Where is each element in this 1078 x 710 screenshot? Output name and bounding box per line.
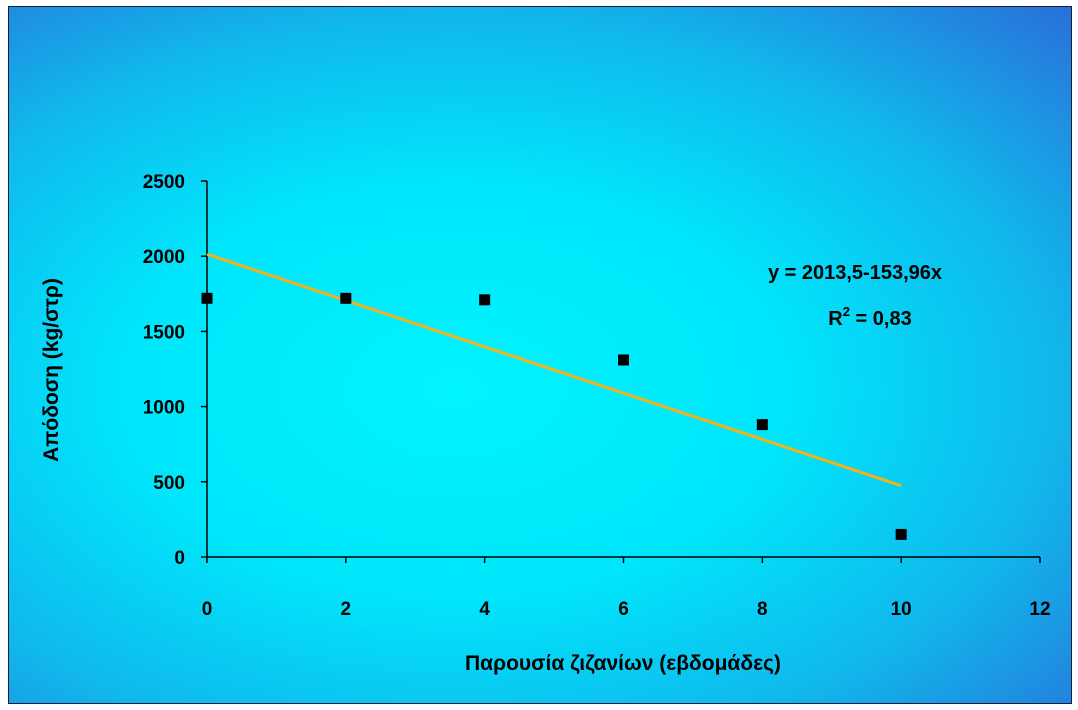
x-tick-label: 10 [891, 599, 912, 620]
data-point [340, 292, 352, 304]
x-tick-label: 4 [479, 599, 490, 620]
y-tick-label: 0 [174, 548, 185, 569]
r-squared-exponent: 2 [843, 304, 850, 319]
x-tick-label: 0 [202, 599, 213, 620]
y-tick-label: 2500 [143, 172, 185, 193]
chart-area [8, 6, 1072, 704]
data-point [479, 294, 491, 306]
data-point [201, 292, 213, 304]
trendline-equation: y = 2013,5-153,96x [768, 262, 942, 284]
trendline-layer [206, 252, 902, 488]
axes [201, 180, 1041, 563]
x-tick-label: 8 [757, 599, 768, 620]
r-squared-label: R2 = 0,83 [828, 304, 911, 330]
r-squared-suffix: = 0,83 [850, 308, 912, 330]
tick-labels: 0 500 1000 1500 2000 2500 0 2 4 6 8 10 12 [143, 172, 1051, 620]
data-point [756, 419, 768, 431]
data-point [618, 354, 629, 366]
y-tick-label: 500 [153, 473, 185, 494]
y-axis-title: Απόδοση (kg/στρ) [40, 278, 63, 462]
y-tick-label: 1500 [143, 322, 185, 343]
r-squared-prefix: R [828, 308, 843, 330]
trendline [206, 252, 902, 488]
x-tick-label: 12 [1029, 599, 1050, 620]
y-tick-label: 2000 [143, 247, 185, 268]
data-point [895, 528, 907, 540]
data-points [201, 292, 907, 540]
y-tick-label: 1000 [143, 398, 185, 419]
x-axis-title: Παρουσία ζιζανίων (εβδομάδες) [465, 652, 781, 675]
x-tick-label: 6 [618, 599, 629, 620]
x-tick-label: 2 [341, 599, 352, 620]
